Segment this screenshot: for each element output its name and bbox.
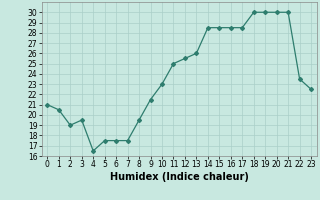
X-axis label: Humidex (Indice chaleur): Humidex (Indice chaleur) bbox=[110, 172, 249, 182]
